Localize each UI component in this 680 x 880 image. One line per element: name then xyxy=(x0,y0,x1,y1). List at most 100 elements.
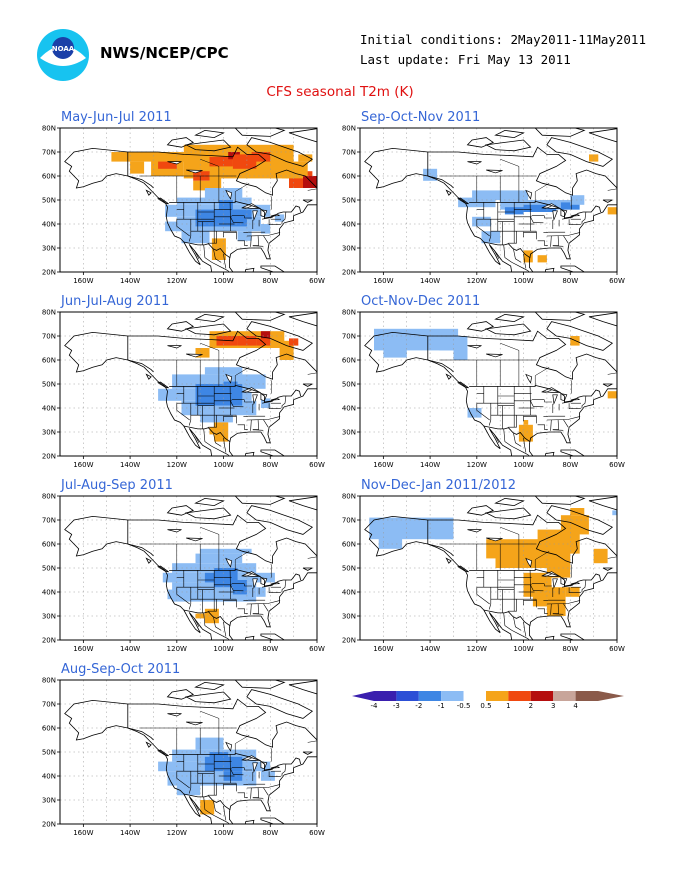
lake xyxy=(186,169,203,174)
lake xyxy=(225,373,233,384)
coastline xyxy=(64,330,317,456)
state-border xyxy=(211,630,229,640)
state-border xyxy=(263,235,269,244)
lat-label: 30N xyxy=(42,429,56,437)
country-border xyxy=(483,241,531,259)
lon-label: 80W xyxy=(562,461,578,469)
anomaly-cell xyxy=(237,336,257,346)
country-border xyxy=(169,568,301,587)
anomaly-cell xyxy=(383,345,407,358)
lon-label: 160W xyxy=(373,277,393,285)
panel-title: Jul-Aug-Sep 2011 xyxy=(61,478,173,493)
state-border xyxy=(550,235,552,247)
anomaly-cell xyxy=(467,408,482,418)
province-border xyxy=(607,556,617,559)
main-title: CFS seasonal T2m (K) xyxy=(266,84,414,100)
country-border xyxy=(469,200,601,219)
state-border xyxy=(252,429,264,431)
state-border xyxy=(263,787,269,796)
state-border xyxy=(494,618,500,627)
state-border xyxy=(281,395,287,408)
province-border xyxy=(307,188,317,191)
anomaly-cell xyxy=(195,348,210,358)
legend-swatch xyxy=(374,691,397,701)
state-border xyxy=(203,796,213,815)
lon-label: 60W xyxy=(609,277,625,285)
state-border xyxy=(213,433,222,447)
legend-label: -3 xyxy=(393,702,400,710)
panel-may-jun-jul: May-Jun-Jul 2011 80N 70N 60N 50N 40N 30N 20N 16… xyxy=(42,110,350,290)
country-border xyxy=(183,793,231,811)
state-border xyxy=(241,757,252,761)
country-border xyxy=(127,175,154,189)
island xyxy=(466,137,495,148)
state-border xyxy=(252,613,264,615)
lon-label: 160W xyxy=(373,461,393,469)
state-border xyxy=(523,599,537,606)
map-jun-jul-aug: 80N 70N 60N 50N 40N 30N 20N 160W 140W 120W 100W 80W… xyxy=(42,309,325,470)
lat-label: 70N xyxy=(342,517,356,525)
island xyxy=(457,381,469,389)
state-border xyxy=(246,419,268,421)
island xyxy=(494,497,525,507)
legend-swatch xyxy=(575,691,598,701)
lat-label: 20N xyxy=(342,269,356,277)
state-border xyxy=(530,401,534,407)
anomaly-cell xyxy=(523,420,529,425)
country-border xyxy=(183,609,231,627)
island xyxy=(166,505,195,516)
island xyxy=(157,749,169,757)
lake xyxy=(525,189,533,200)
lat-label: 60N xyxy=(342,357,356,365)
state-border xyxy=(223,599,237,606)
state-border xyxy=(523,437,527,453)
map-content xyxy=(360,312,617,456)
lat-label: 80N xyxy=(42,309,56,317)
island xyxy=(466,505,495,516)
state-border xyxy=(223,415,237,422)
country-border xyxy=(183,425,231,443)
country-border xyxy=(127,359,154,373)
lon-label: 160W xyxy=(73,829,93,837)
panel-title: Oct-Nov-Dec 2011 xyxy=(361,294,481,309)
lon-label: 80W xyxy=(562,277,578,285)
state-border xyxy=(230,769,234,775)
state-border xyxy=(213,801,222,815)
map-oct-nov-dec: 80N 70N 60N 50N 40N 30N 20N 160W 140W 120W 100W 80W… xyxy=(342,309,625,470)
state-border xyxy=(268,219,281,225)
state-border xyxy=(552,245,564,247)
state-border xyxy=(244,583,252,587)
province-border xyxy=(307,740,317,743)
state-border xyxy=(203,428,213,447)
state-border xyxy=(230,585,234,591)
island xyxy=(602,383,613,387)
coastline xyxy=(364,146,617,272)
state-border xyxy=(546,603,568,605)
province-border xyxy=(534,550,550,571)
lon-label: 100W xyxy=(513,277,533,285)
state-border xyxy=(208,783,217,796)
map-content xyxy=(60,312,317,456)
state-border xyxy=(223,253,227,269)
anomaly-cell xyxy=(570,508,585,516)
island xyxy=(457,565,469,573)
noaa-logo: NOAA xyxy=(36,28,90,82)
legend-swatch xyxy=(508,691,531,701)
state-border xyxy=(523,415,537,422)
anomaly-cell xyxy=(607,391,617,399)
state-border xyxy=(208,415,217,428)
anomaly-cell xyxy=(165,221,187,232)
lat-label: 20N xyxy=(42,637,56,645)
coastline xyxy=(64,146,317,272)
logo-text: NOAA xyxy=(52,45,75,53)
anomaly-cell xyxy=(593,548,608,564)
anomaly-cell xyxy=(472,216,491,227)
island xyxy=(466,321,495,332)
island xyxy=(260,265,286,272)
country-border xyxy=(183,241,231,259)
state-border xyxy=(508,231,517,244)
state-border xyxy=(523,253,527,269)
province-border xyxy=(500,158,520,176)
country-border xyxy=(127,543,154,557)
lat-label: 50N xyxy=(342,565,356,573)
